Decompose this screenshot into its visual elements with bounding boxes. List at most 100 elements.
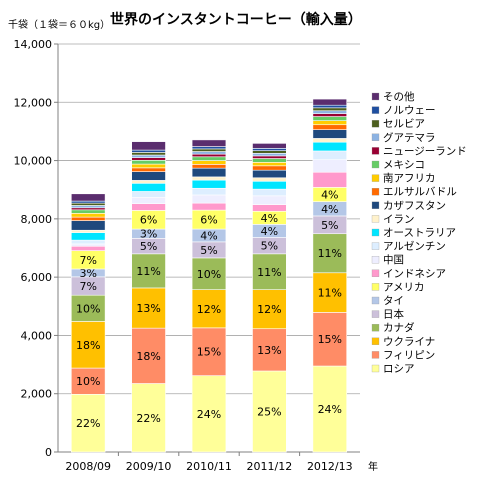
bar-segment — [312, 365, 348, 453]
legend-label: アメリカ — [383, 281, 424, 293]
legend-item: 日本 — [371, 308, 404, 321]
legend-swatch — [371, 120, 380, 128]
data-label: 4% — [321, 189, 338, 202]
data-label: 24% — [318, 403, 342, 416]
bar-segment — [191, 194, 227, 204]
legend-swatch — [371, 296, 380, 305]
legend-label: その他 — [383, 90, 415, 103]
bar-segment — [191, 327, 227, 376]
legend-label: イラン — [383, 213, 415, 225]
bar-segment — [252, 204, 287, 212]
data-label: 13% — [257, 344, 281, 357]
data-label: 11% — [136, 265, 160, 278]
legend-label: 中国 — [383, 253, 404, 266]
bar-segment — [70, 213, 106, 218]
legend-swatch — [371, 188, 380, 196]
x-tick-label: 2008/09 — [65, 460, 111, 473]
bar-segment — [252, 162, 287, 167]
y-tick-label: 6,000 — [21, 271, 53, 284]
data-label: 5% — [200, 244, 217, 257]
bar-segment — [131, 154, 166, 158]
data-label: 7% — [79, 254, 96, 267]
legend-item: タイ — [371, 295, 404, 307]
bar-segment — [312, 129, 348, 139]
legend-label: 南アフリカ — [383, 172, 436, 185]
data-label: 4% — [261, 225, 278, 238]
bar-segment — [70, 205, 106, 209]
bar-segment — [191, 156, 227, 161]
bar-segment — [312, 312, 348, 367]
bar-segment — [131, 163, 166, 169]
data-label: 5% — [321, 219, 338, 232]
legend-label: ニュージーランド — [383, 145, 467, 157]
legend-label: 日本 — [383, 308, 404, 321]
legend-swatch — [371, 228, 380, 237]
bar-segment — [191, 139, 227, 147]
bar-segment — [191, 151, 227, 155]
bar-segment — [312, 124, 348, 130]
legend-item: ウクライナ — [371, 336, 435, 348]
y-axis-title: 千袋（１袋＝６０kg） — [8, 18, 110, 31]
bar-segment — [191, 179, 227, 189]
bar-segment — [252, 328, 287, 372]
data-label: 4% — [200, 229, 217, 242]
bar-segment — [312, 150, 348, 160]
bar-segment — [131, 203, 166, 211]
bar-segment — [191, 160, 227, 165]
legend-item: アメリカ — [371, 281, 424, 293]
bar-segment — [252, 177, 287, 182]
bar-segment — [131, 196, 166, 205]
bar-segment — [312, 107, 348, 112]
bar-segment — [131, 183, 166, 192]
bar-segment — [252, 195, 287, 205]
bar-segment — [70, 239, 106, 245]
bar-segment — [70, 200, 106, 204]
legend-swatch — [371, 92, 380, 101]
bar-segment — [252, 148, 287, 151]
bar-segment — [252, 165, 287, 171]
bar-segment — [70, 202, 106, 206]
legend-item: ロシア — [371, 363, 415, 375]
bar-segment — [131, 383, 166, 453]
bar-segment — [191, 167, 227, 178]
bar-segment — [131, 149, 166, 153]
bar-segment — [191, 146, 227, 150]
legend-label: フィリピン — [383, 349, 435, 361]
legend-item: 中国 — [371, 253, 404, 266]
bar-segment — [252, 158, 287, 163]
legend-label: カザフスタン — [383, 200, 446, 212]
legend-item: アルゼンチン — [371, 241, 446, 253]
legend-item: イラン — [371, 213, 415, 225]
legend-swatch — [371, 364, 380, 373]
bar-segment — [252, 150, 287, 154]
bar-segment — [70, 209, 106, 214]
data-label: 6% — [140, 214, 157, 227]
data-label: 3% — [79, 267, 96, 280]
data-label: 22% — [76, 417, 100, 430]
x-tick-label: 2011/12 — [247, 460, 293, 473]
data-label: 4% — [321, 203, 338, 216]
data-label: 18% — [76, 339, 100, 352]
chart-title: 世界のインスタントコーヒー（輸入量） — [110, 11, 362, 28]
bar-segment — [252, 253, 287, 290]
bar-segment — [70, 232, 106, 241]
legend-swatch — [371, 106, 380, 114]
legend-swatch — [371, 201, 380, 209]
bar-segment — [252, 169, 287, 179]
legend-swatch — [371, 351, 380, 359]
data-label: 22% — [136, 412, 160, 425]
legend-item: カナダ — [371, 321, 415, 334]
y-tick-label: 14,000 — [14, 38, 53, 51]
bar-segment — [70, 207, 106, 211]
bar-segment — [312, 171, 348, 188]
data-label: 11% — [318, 247, 342, 260]
legend-swatch — [371, 324, 380, 332]
data-label: 5% — [140, 240, 157, 253]
legend-swatch — [371, 242, 380, 250]
bar-segment — [252, 370, 287, 453]
legend-item: 南アフリカ — [371, 172, 436, 185]
bar-segment — [70, 229, 106, 233]
data-label: 15% — [318, 333, 342, 346]
data-label: 3% — [140, 228, 157, 241]
bar-segment — [312, 104, 348, 109]
